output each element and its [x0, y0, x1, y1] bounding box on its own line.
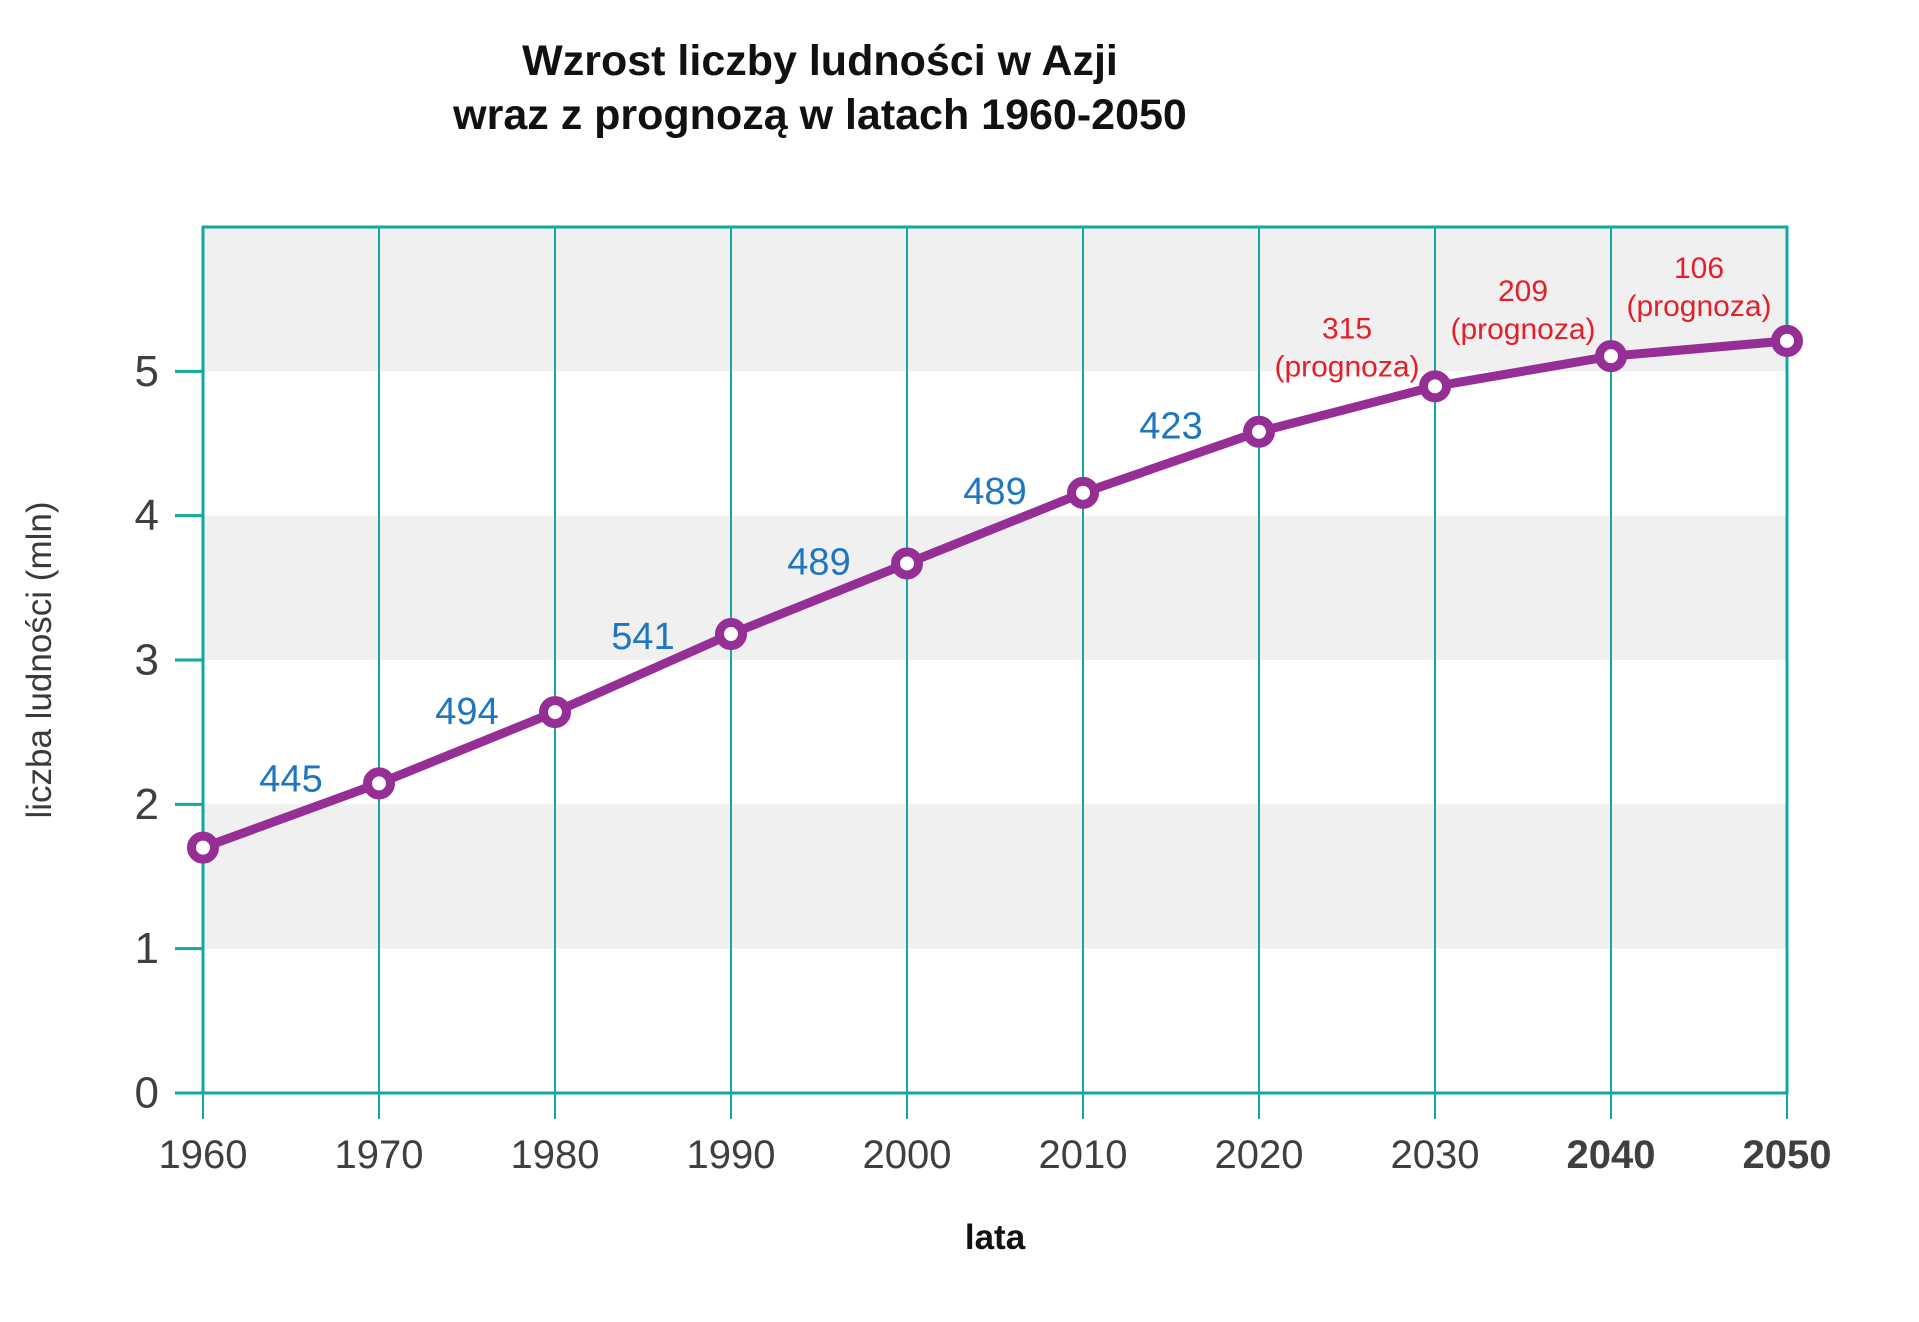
- data-point-1990: [715, 618, 747, 651]
- forecast-label-note: (prognoza): [1626, 290, 1771, 323]
- forecast-label-note: (prognoza): [1274, 351, 1419, 384]
- value-label: 541: [611, 616, 674, 658]
- shaded-band: [203, 804, 1787, 949]
- shaded-band: [203, 515, 1787, 660]
- data-point-2010: [1067, 476, 1099, 509]
- chart-title: Wzrost liczby ludności w Azji wraz z pro…: [0, 34, 1640, 142]
- x-axis-title: lata: [964, 1218, 1026, 1257]
- x-tick-label-2000: 2000: [863, 1133, 952, 1177]
- data-point-markers: [187, 324, 1803, 864]
- value-label: 445: [259, 759, 322, 801]
- chart-title-line2: wraz z prognozą w latach 1960-2050: [453, 91, 1187, 139]
- y-tick-label: 2: [135, 780, 159, 829]
- x-tick-label-2010: 2010: [1039, 1133, 1128, 1177]
- forecast-label-value: 209: [1498, 275, 1548, 308]
- data-point-2050: [1771, 324, 1803, 357]
- y-tick-label: 0: [135, 1069, 159, 1118]
- data-point-1970: [363, 767, 395, 800]
- x-tick-label-1980: 1980: [511, 1133, 600, 1177]
- x-tick-label-2040: 2040: [1567, 1133, 1656, 1177]
- x-axis-tick-labels: 1960 1970 1980 1990 2000 2010 2020 2030 2040 2050: [159, 1133, 1832, 1177]
- x-tick-label-1990: 1990: [687, 1133, 776, 1177]
- forecast-label-value: 106: [1674, 252, 1724, 285]
- x-tick-label-2030: 2030: [1391, 1133, 1480, 1177]
- value-label: 489: [963, 471, 1026, 513]
- value-label: 489: [787, 542, 850, 584]
- x-tick-label-1960: 1960: [159, 1133, 248, 1177]
- y-tick-label: 1: [135, 924, 159, 973]
- y-tick-label: 3: [135, 636, 159, 685]
- forecast-label-note: (prognoza): [1450, 313, 1595, 346]
- data-point-2020: [1243, 415, 1275, 448]
- data-point-1980: [539, 696, 571, 729]
- population-series: [201, 336, 1788, 852]
- shaded-band: [203, 227, 1787, 372]
- value-label: 423: [1139, 405, 1202, 447]
- data-point-2000: [891, 547, 923, 580]
- y-tick-label: 4: [135, 491, 159, 540]
- x-tick-label-1970: 1970: [335, 1133, 424, 1177]
- data-point-1960: [187, 831, 219, 864]
- increment-labels: 445 494 541 489 489 423 315 (prognoza) 209 (progn…: [259, 252, 1771, 800]
- value-label: 494: [435, 691, 498, 733]
- x-tick-label-2050: 2050: [1743, 1133, 1832, 1177]
- y-axis-ticks: 0 1 2 3 4 5: [135, 347, 203, 1118]
- chart-title-line1: Wzrost liczby ludności w Azji: [522, 37, 1118, 85]
- x-tick-label-2020: 2020: [1215, 1133, 1304, 1177]
- data-point-2030: [1419, 370, 1451, 403]
- plot-bands: [203, 227, 1787, 949]
- data-point-2040: [1595, 340, 1627, 373]
- y-tick-label: 5: [135, 347, 159, 396]
- forecast-label-value: 315: [1322, 313, 1372, 346]
- series-line: [201, 336, 1788, 852]
